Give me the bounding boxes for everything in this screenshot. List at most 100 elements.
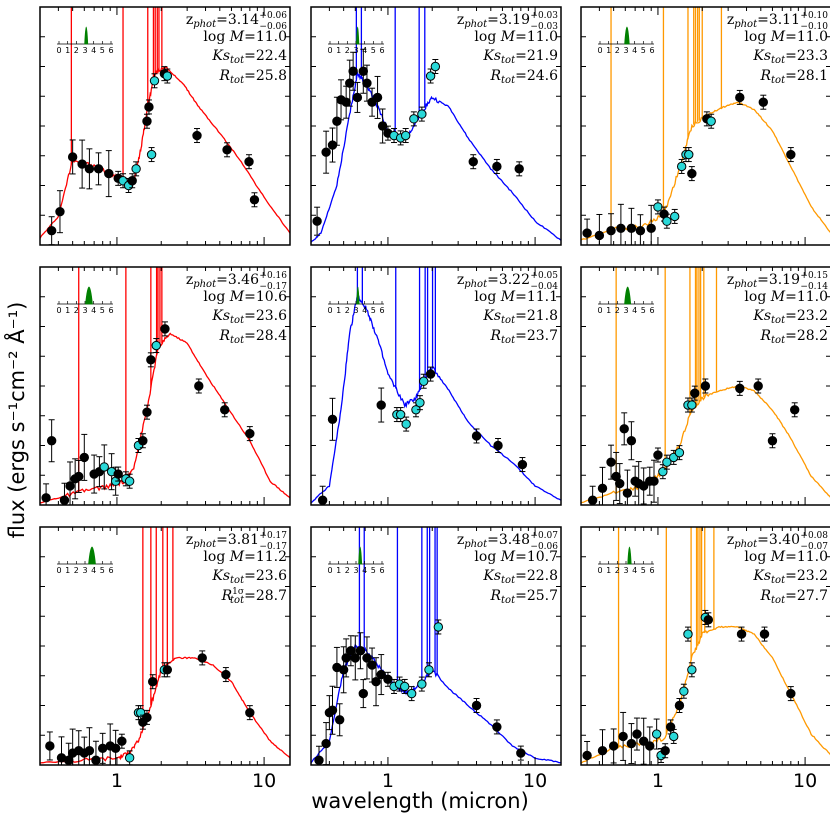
data-point: [679, 686, 689, 696]
data-point: [55, 206, 65, 217]
data-point: [362, 653, 372, 663]
panel-plot-area: [40, 267, 290, 505]
data-point: [767, 436, 778, 446]
inset-tick-label: 5: [100, 46, 105, 55]
y-axis-label: flux (ergs s⁻¹cm⁻² Å⁻¹): [3, 302, 29, 539]
inset-tick-label: 1: [65, 566, 70, 575]
data-point: [417, 109, 427, 119]
logm-label: log M=11.0: [203, 29, 287, 45]
pz-distribution: [358, 546, 363, 565]
zphot-label: zphot=3.14: [186, 12, 259, 30]
inset-tick-label: 0: [56, 306, 61, 315]
inset-tick-label: 5: [371, 46, 376, 55]
data-point: [626, 223, 637, 234]
pz-distribution: [84, 26, 89, 45]
inset-tick-label: 5: [641, 46, 646, 55]
data-point: [142, 407, 152, 417]
data-point: [493, 440, 503, 451]
inset-tick-label: 3: [623, 46, 628, 55]
logm-label: log M=11.0: [744, 549, 828, 565]
inset-tick-label: 5: [371, 566, 376, 575]
zphot-label: zphot=3.40: [727, 532, 800, 550]
data-point: [327, 414, 338, 425]
inset-tick-label: 0: [327, 306, 332, 315]
ks-label: Kstot=23.6: [211, 568, 287, 586]
data-point: [683, 629, 693, 639]
template-curve: [40, 656, 290, 764]
pz-distribution: [356, 26, 360, 45]
data-point: [59, 495, 70, 505]
inset-tick-label: 0: [597, 46, 602, 55]
data-point: [703, 615, 714, 625]
template-curve: [40, 65, 290, 239]
data-point: [626, 738, 637, 749]
data-point: [149, 76, 160, 86]
data-point: [348, 66, 358, 76]
inset-tick-label: 2: [74, 46, 79, 55]
data-point: [245, 428, 255, 439]
data-point: [376, 400, 386, 410]
data-point: [517, 459, 528, 470]
inset-tick-label: 4: [362, 46, 367, 55]
data-point: [334, 715, 345, 725]
data-point: [417, 679, 427, 689]
inset-tick-label: 6: [649, 46, 654, 55]
inset-tick-label: 5: [100, 566, 105, 575]
data-point: [222, 145, 232, 155]
ks-label: Kstot=22.4: [211, 48, 287, 66]
zphot-label: zphot=3.81: [186, 532, 259, 550]
inset-tick-label: 4: [91, 566, 96, 575]
logm-label: log M=11.0: [744, 289, 828, 305]
zphot-label: zphot=3.19: [727, 272, 800, 290]
inset-tick-label: 1: [65, 46, 70, 55]
inset-tick-label: 3: [353, 566, 358, 575]
zphot-lower-error: −0.10: [800, 22, 828, 32]
inset-tick-label: 4: [91, 46, 96, 55]
data-point: [587, 495, 598, 505]
data-point: [409, 114, 419, 124]
inset-tick-label: 4: [632, 566, 637, 575]
data-point: [597, 483, 608, 494]
data-point: [332, 116, 342, 126]
inset-tick-label: 1: [336, 306, 341, 315]
data-point: [46, 226, 57, 236]
inset-tick-label: 0: [597, 566, 602, 575]
data-point: [735, 92, 745, 103]
data-point: [146, 355, 156, 365]
inset-tick-label: 2: [615, 566, 620, 575]
data-point: [753, 381, 763, 391]
data-point: [151, 340, 161, 351]
r-label: Rtot=25.8: [218, 68, 287, 86]
data-point: [635, 226, 646, 236]
r-label: Rtot=25.7: [489, 588, 558, 606]
data-point: [41, 493, 51, 503]
r-label: Rtot=27.7: [759, 588, 828, 606]
data-point: [127, 176, 137, 186]
inset-tick-label: 2: [345, 566, 350, 575]
x-tick-label: 10: [523, 770, 547, 792]
data-point: [674, 700, 685, 711]
data-point: [401, 419, 411, 429]
inset-tick-label: 3: [82, 306, 87, 315]
data-point: [670, 211, 680, 222]
data-point: [653, 202, 663, 212]
zphot-label: zphot=3.11: [727, 12, 800, 30]
panel-plot-area: [40, 527, 290, 765]
data-point: [606, 226, 616, 236]
data-point: [646, 223, 656, 234]
zphot-lower-error: −0.17: [259, 282, 287, 292]
template-curve: [581, 101, 830, 241]
inset-tick-label: 4: [632, 46, 637, 55]
data-point: [608, 741, 619, 751]
data-point: [618, 731, 628, 742]
data-point: [249, 195, 260, 205]
panel-plot-area: [311, 267, 561, 505]
data-point: [632, 729, 642, 739]
